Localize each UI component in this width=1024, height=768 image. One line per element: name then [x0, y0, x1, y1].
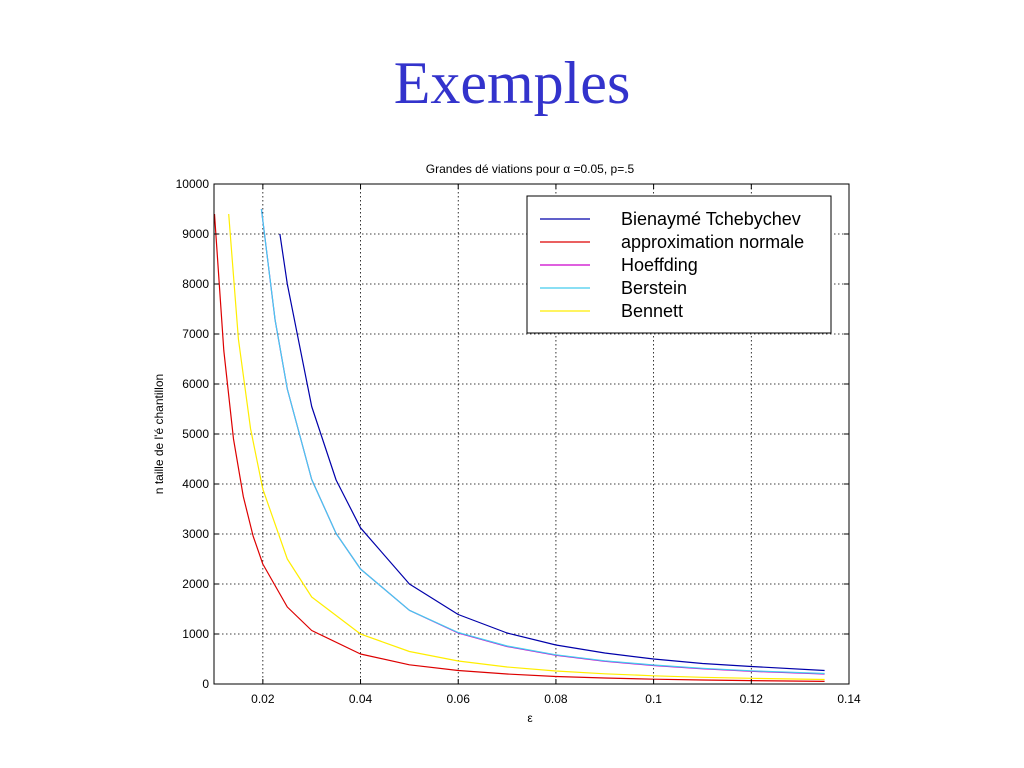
- legend-label: Hoeffding: [621, 255, 698, 275]
- legend: Bienaymé Tchebychev approximation normale…: [526, 195, 832, 334]
- y-axis-label: n taille de l'é chantillon: [152, 374, 166, 494]
- y-tick-label: 7000: [182, 327, 209, 341]
- legend-label: Bennett: [621, 301, 683, 321]
- x-axis-label: ε: [527, 711, 533, 725]
- legend-label: Berstein: [621, 278, 687, 298]
- y-tick-label: 4000: [182, 477, 209, 491]
- y-tick-label: 5000: [182, 427, 209, 441]
- x-tick-label: 0.12: [740, 692, 764, 706]
- x-tick-label: 0.08: [544, 692, 568, 706]
- y-tick-label: 1000: [182, 627, 209, 641]
- x-tick-label: 0.04: [349, 692, 373, 706]
- axis-ticks: 0.02 0.04 0.06 0.08 0.1 0.12 0.14 0 1000 2000 3000…: [176, 177, 861, 706]
- series-line-bienaym-tchebychev: [279, 233, 825, 672]
- x-tick-label: 0.02: [251, 692, 275, 706]
- series-line-bennett: [228, 213, 825, 681]
- legend-label: Bienaymé Tchebychev: [621, 209, 801, 229]
- x-tick-label: 0.1: [645, 692, 662, 706]
- series-line-approximation-normale: [214, 213, 825, 682]
- chart-title: Grandes dé viations pour α =0.05, p=.5: [426, 162, 635, 176]
- y-tick-label: 10000: [176, 177, 210, 191]
- y-tick-label: 6000: [182, 377, 209, 391]
- y-tick-label: 3000: [182, 527, 209, 541]
- x-tick-label: 0.14: [837, 692, 861, 706]
- y-tick-label: 0: [202, 677, 209, 691]
- y-tick-label: 8000: [182, 277, 209, 291]
- x-tick-label: 0.06: [447, 692, 471, 706]
- y-tick-label: 2000: [182, 577, 209, 591]
- series-line-berstein: [260, 208, 825, 675]
- legend-label: approximation normale: [621, 232, 804, 252]
- slide-title: Exemples: [393, 50, 631, 116]
- y-tick-label: 9000: [182, 227, 209, 241]
- series-lines: [214, 208, 825, 682]
